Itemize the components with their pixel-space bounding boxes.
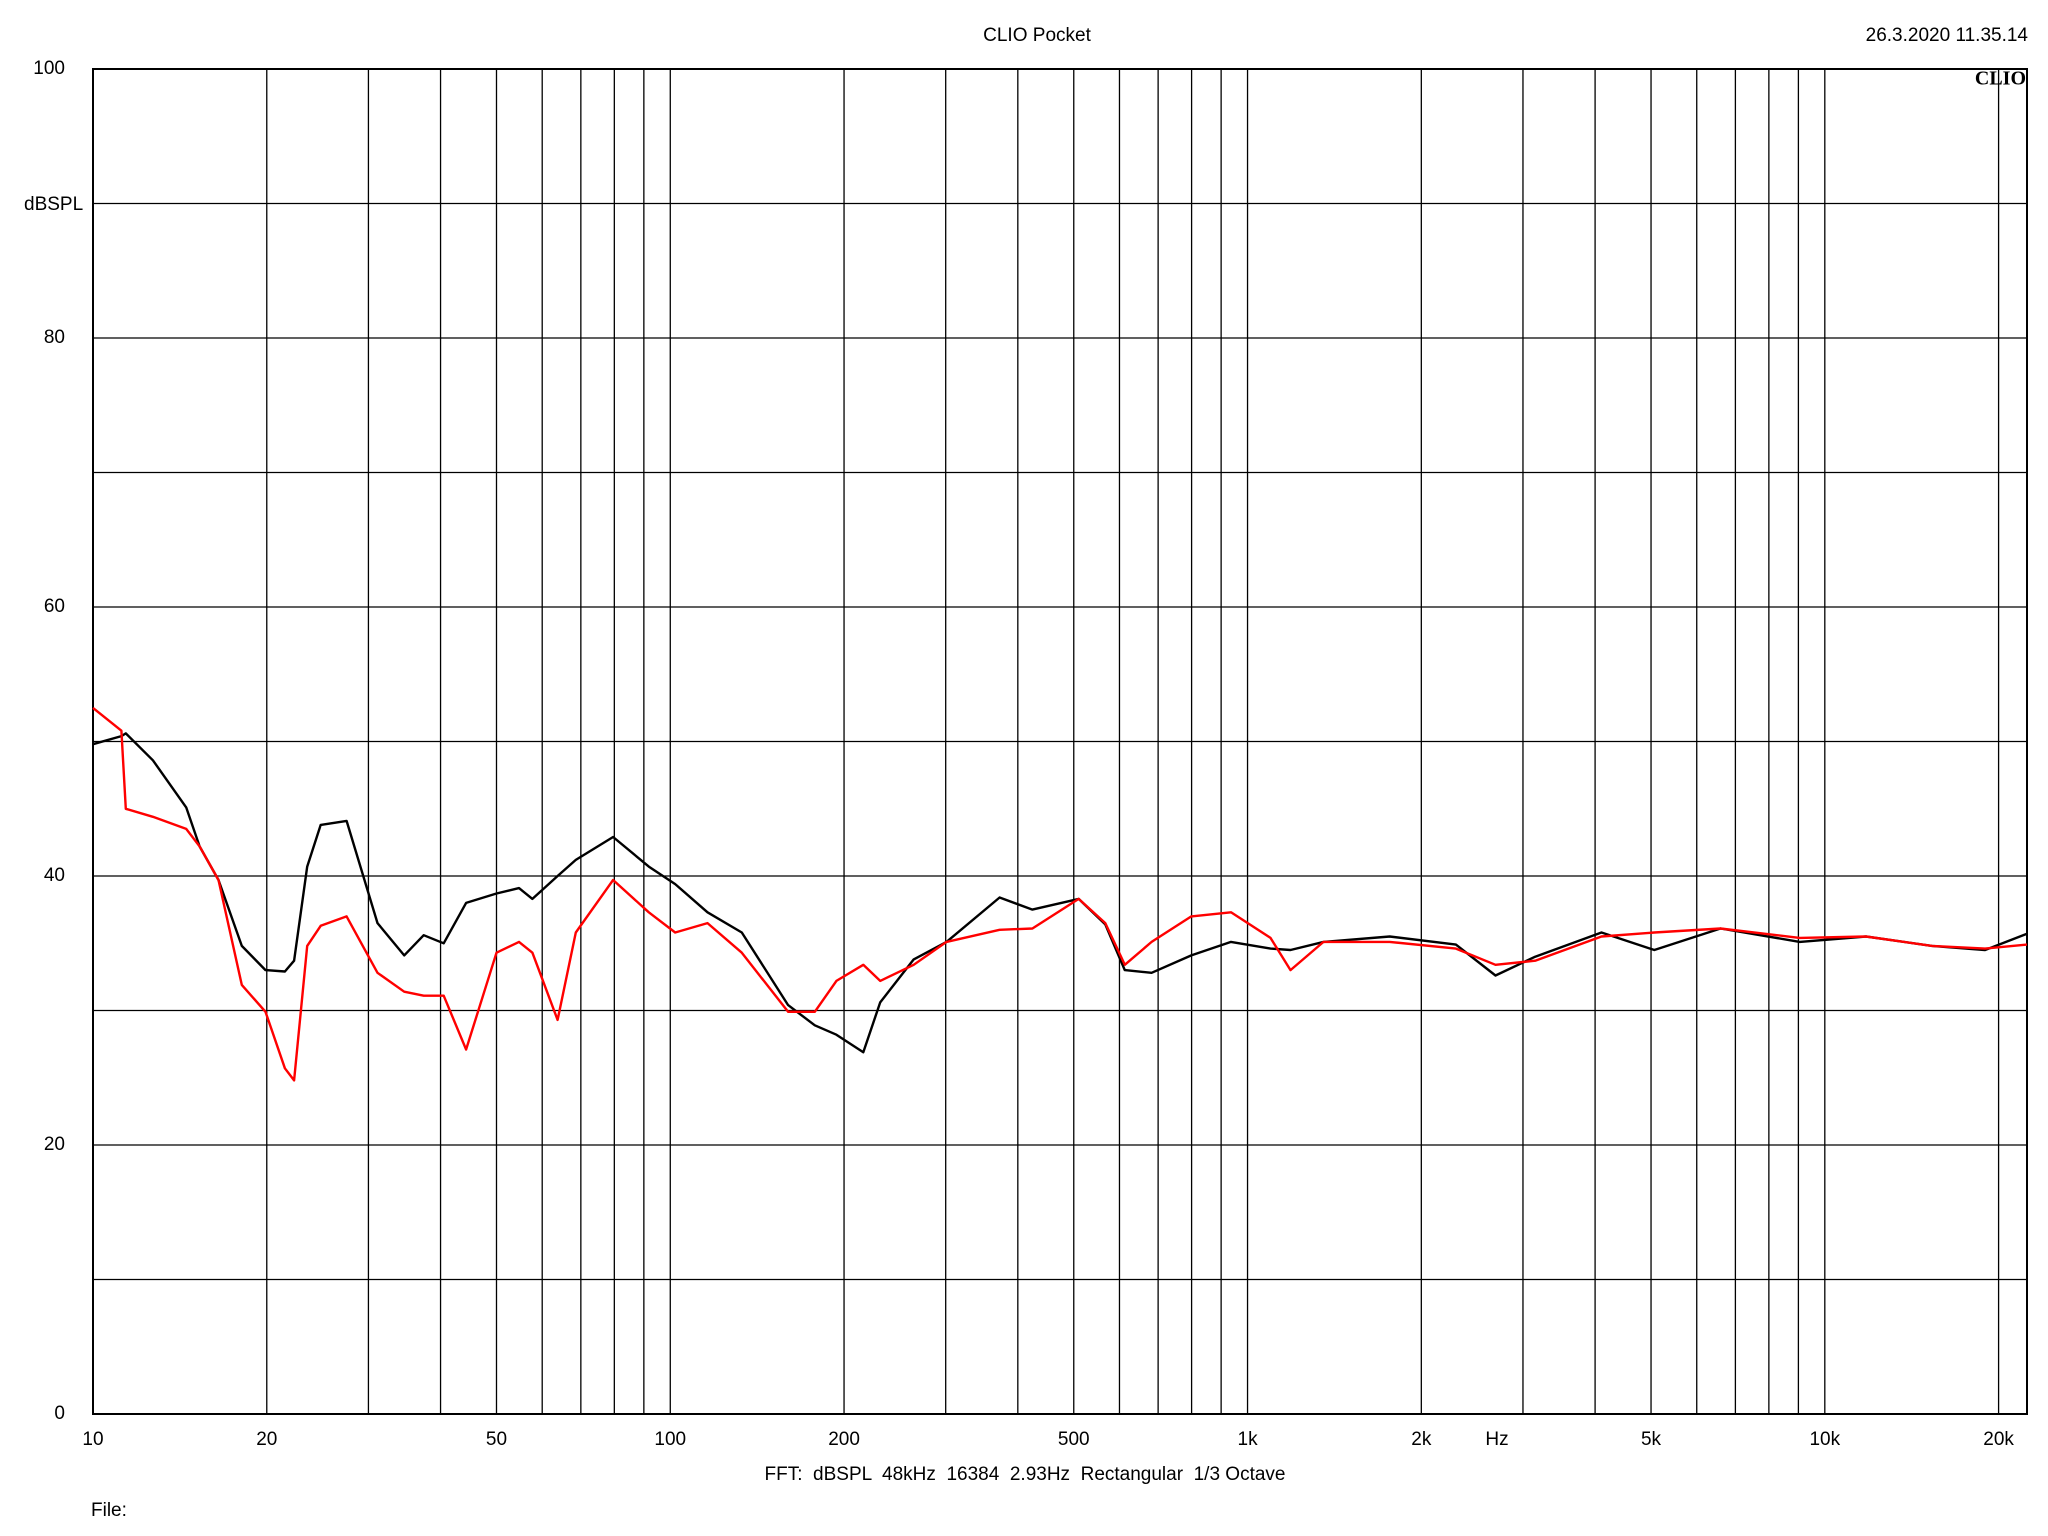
y-tick-label: 40 (44, 865, 65, 886)
y-tick-label: 60 (44, 596, 65, 617)
x-tick-label: 50 (486, 1429, 507, 1450)
logo: CLIO (1975, 68, 2026, 90)
x-tick-label: 200 (828, 1429, 860, 1450)
x-tick-label: 10k (1809, 1429, 1840, 1450)
x-tick-label: 20 (256, 1429, 277, 1450)
x-tick-label: 10 (82, 1429, 103, 1450)
y-tick-label: 80 (44, 327, 65, 348)
y-tick-label: 100 (33, 58, 65, 79)
chart-title: CLIO Pocket (983, 25, 1091, 46)
y-tick-label: 0 (54, 1403, 65, 1424)
footer: FFT: dBSPL 48kHz 16384 2.93Hz Rectangula… (764, 1464, 1285, 1485)
x-tick-label: 1k (1238, 1429, 1259, 1450)
x-tick-label: 5k (1641, 1429, 1662, 1450)
series-line (92, 706, 2028, 1082)
plot-frame (92, 68, 2028, 1415)
y-tick-label: 20 (44, 1134, 65, 1155)
x-tick-label: 500 (1058, 1429, 1090, 1450)
y-axis-label: dBSPL (24, 194, 83, 215)
x-axis-label: Hz (1485, 1429, 1508, 1450)
x-tick-label: 100 (654, 1429, 686, 1450)
x-tick-label: 20k (1983, 1429, 2014, 1450)
x-tick-label: 2k (1411, 1429, 1432, 1450)
timestamp: 26.3.2020 11.35.14 (1866, 25, 2029, 46)
file-label: File: (91, 1500, 127, 1521)
